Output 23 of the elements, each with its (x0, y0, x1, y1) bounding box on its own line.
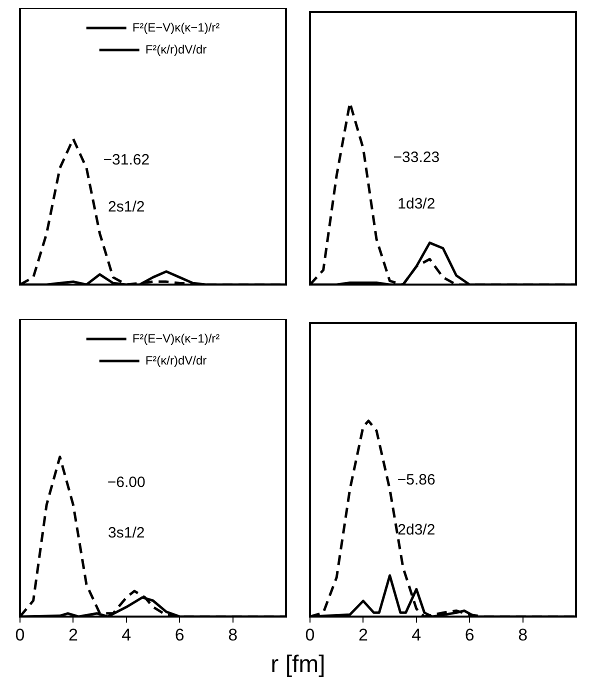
annotation: −31.62 (103, 151, 150, 168)
x-tick-label: 4 (122, 625, 132, 644)
x-axis-title: r [fm] (270, 651, 326, 679)
x-tick-label: 2 (68, 625, 78, 644)
annotation: −5.86 (397, 471, 436, 488)
annotation: 2s1/2 (108, 198, 145, 216)
x-tick-label: 6 (464, 625, 474, 644)
annotation: −6.00 (107, 474, 146, 491)
annotation: 3s1/2 (108, 524, 145, 542)
x-tick-label: 0 (15, 625, 25, 644)
x-tick-label: 8 (228, 625, 238, 644)
legend-label: F²(E−V)κ(κ−1)/r² (132, 331, 220, 346)
x-tick-label: 0 (305, 625, 315, 644)
annotation: 1d3/2 (398, 195, 436, 212)
x-tick-label: 6 (174, 625, 184, 644)
legend-label: F²(E−V)κ(κ−1)/r² (132, 20, 220, 34)
x-tick-label: 2 (358, 625, 368, 644)
legend-label: F²(κ/r)dV/dr (145, 42, 207, 56)
x-tick-label: 8 (518, 625, 528, 644)
legend-label: F²(κ/r)dV/dr (145, 353, 207, 368)
annotation: 2d3/2 (398, 521, 436, 538)
annotation: −33.23 (393, 148, 440, 166)
x-tick-label: 4 (412, 625, 422, 644)
